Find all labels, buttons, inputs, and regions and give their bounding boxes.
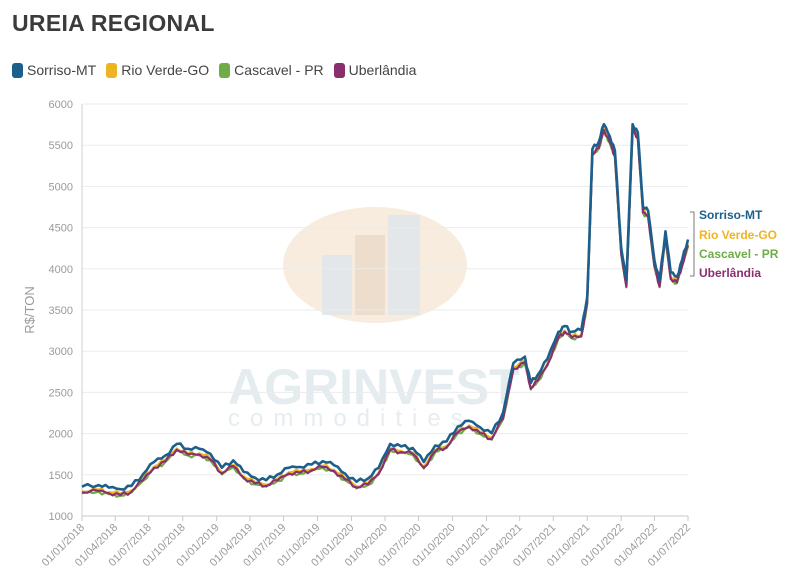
y-tick-label: 4500 bbox=[49, 223, 73, 235]
y-axis-ticks: 1000 1500 2000 2500 3000 3500 4000 4500 5000 5500… bbox=[49, 99, 73, 523]
legend-label-uberlandia: Uberlândia bbox=[348, 62, 417, 78]
y-tick-label: 1000 bbox=[49, 511, 73, 523]
y-tick-label: 3000 bbox=[49, 346, 73, 358]
legend-swatch-sorriso bbox=[12, 62, 23, 78]
y-axis-label: R$/TON bbox=[22, 286, 37, 333]
end-label: Rio Verde-GO bbox=[699, 228, 777, 242]
legend-item-rio-verde[interactable]: Rio Verde-GO bbox=[106, 62, 209, 78]
legend-item-sorriso[interactable]: Sorriso-MT bbox=[12, 62, 96, 78]
y-tick-label: 5500 bbox=[49, 140, 73, 152]
y-tick-label: 3500 bbox=[49, 305, 73, 317]
legend-item-cascavel[interactable]: Cascavel - PR bbox=[219, 62, 324, 78]
y-tick-label: 2000 bbox=[49, 429, 73, 441]
end-label: Sorriso-MT bbox=[699, 208, 763, 222]
watermark-subtext: commodities bbox=[228, 405, 473, 432]
legend-swatch-rio-verde bbox=[106, 62, 118, 78]
legend-swatch-uberlandia bbox=[333, 62, 345, 78]
series-lines bbox=[81, 122, 690, 498]
legend-swatch-cascavel bbox=[219, 62, 231, 78]
end-label: Uberlândia bbox=[699, 266, 761, 280]
y-tick-label: 5000 bbox=[49, 181, 73, 193]
chart-legend: Sorriso-MT Rio Verde-GO Cascavel - PR Ub… bbox=[12, 62, 416, 78]
watermark: AGRINVEST commodities bbox=[228, 207, 520, 432]
watermark-logo-bar bbox=[388, 215, 420, 315]
legend-label-sorriso: Sorriso-MT bbox=[27, 62, 97, 78]
end-label: Cascavel - PR bbox=[699, 247, 779, 261]
legend-label-rio-verde: Rio Verde-GO bbox=[121, 62, 210, 78]
chart-title: UREIA REGIONAL bbox=[12, 10, 215, 36]
series-end-labels: Sorriso-MT Rio Verde-GO Cascavel - PR Uberl… bbox=[690, 208, 779, 280]
y-tick-label: 4000 bbox=[49, 264, 73, 276]
y-tick-label: 1500 bbox=[49, 470, 73, 482]
end-label-bracket bbox=[690, 211, 695, 277]
legend-item-uberlandia[interactable]: Uberlândia bbox=[333, 62, 417, 78]
y-tick-label: 6000 bbox=[49, 99, 73, 111]
legend-label-cascavel: Cascavel - PR bbox=[234, 62, 324, 78]
watermark-text: AGRINVEST bbox=[228, 359, 520, 415]
y-tick-label: 2500 bbox=[49, 387, 73, 399]
watermark-logo-bar bbox=[322, 255, 352, 315]
x-axis-ticks: 01/01/201801/04/201801/07/201801/10/2018… bbox=[40, 516, 693, 569]
series-line-sorriso-mt bbox=[81, 122, 690, 491]
watermark-logo-bar bbox=[355, 235, 385, 315]
